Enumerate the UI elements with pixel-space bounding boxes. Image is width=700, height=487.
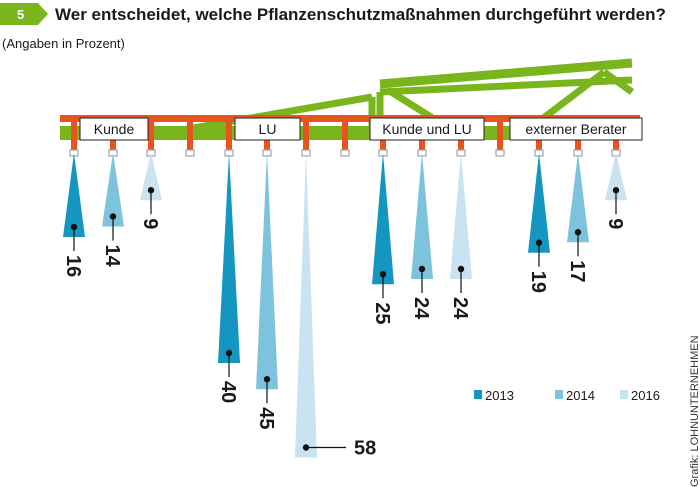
value-label: 25	[371, 302, 393, 324]
dropper-pipe	[497, 118, 503, 152]
nozzle	[495, 149, 505, 157]
dropper-pipe	[71, 118, 77, 152]
category-label: Kunde	[94, 121, 135, 137]
category-box	[369, 117, 485, 141]
frame-base-bar	[60, 126, 640, 140]
value-label: 58	[354, 438, 376, 460]
chart-subtitle: (Angaben in Prozent)	[2, 36, 125, 51]
chart-title: Wer entscheidet, welche Pflanzenschutzma…	[55, 5, 666, 24]
value-label: 9	[604, 218, 626, 229]
category-label: externer Berater	[525, 121, 626, 137]
spray-bar-lu-2014	[256, 153, 278, 390]
frame-strut	[379, 58, 633, 89]
spray-bar-lu-2013	[218, 153, 240, 363]
dropper-pipe	[148, 118, 154, 152]
spray-bar-lu-2016	[295, 153, 317, 458]
spray-bar-externer-berater-2013	[528, 153, 550, 253]
spray-bar-kunde-und-lu-2013	[372, 153, 394, 285]
spray-bar-externer-berater-2014	[567, 153, 589, 243]
spray-bars: 16 40 25 19 14 45 24 17 9 58 24 9	[62, 153, 627, 460]
number-badge-text: 5	[17, 7, 24, 22]
category-box	[79, 117, 149, 141]
category-label: LU	[259, 121, 277, 137]
value-label: 9	[139, 218, 161, 229]
nozzle	[185, 149, 195, 157]
dropper-pipe	[342, 118, 348, 152]
legend-label: 2016	[631, 388, 660, 403]
value-label: 24	[449, 297, 471, 320]
legend-label: 2014	[566, 388, 595, 403]
boom-bar	[60, 115, 640, 122]
value-label: 24	[410, 297, 432, 320]
legend: 2013 2014 2016	[474, 388, 660, 403]
value-label: 16	[62, 255, 84, 277]
legend-label: 2013	[485, 388, 514, 403]
frame-strut	[601, 69, 635, 95]
header: 5 Wer entscheidet, welche Pflanzenschutz…	[0, 3, 666, 51]
value-label: 40	[217, 381, 239, 403]
frame-strut	[169, 93, 373, 136]
spray-bar-kunde-2013	[63, 153, 85, 237]
number-badge	[0, 3, 48, 25]
dropper-pipe	[303, 118, 309, 152]
category-label: Kunde und LU	[382, 121, 472, 137]
dropper-pipe	[187, 118, 193, 152]
category-box	[509, 117, 643, 141]
spray-bar-externer-berater-2016	[605, 153, 627, 201]
dropper-pipe	[226, 118, 232, 152]
legend-swatch	[474, 390, 482, 399]
category-box	[234, 117, 301, 141]
value-label: 45	[255, 407, 277, 429]
value-label: 19	[527, 271, 549, 293]
spray-bar-kunde-und-lu-2016	[450, 153, 472, 279]
spray-bar-kunde-und-lu-2014	[411, 153, 433, 279]
spray-bar-kunde-2014	[102, 153, 124, 227]
spray-bar-kunde-2016	[140, 153, 162, 201]
credit: Grafik: LOHNUNTERNEHMEN	[689, 335, 700, 487]
nozzle	[340, 149, 350, 157]
value-label: 17	[566, 260, 588, 282]
legend-swatch	[555, 390, 563, 399]
value-label: 14	[101, 245, 123, 268]
category-labels: Kunde LU Kunde und LU externer Berater	[79, 117, 643, 141]
legend-swatch	[620, 390, 628, 399]
